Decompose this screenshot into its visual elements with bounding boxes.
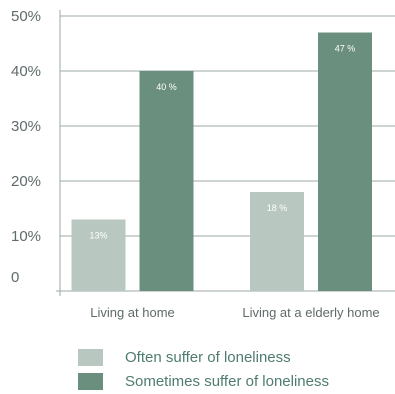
- x-category-label: Living at home: [90, 305, 175, 320]
- legend-swatch-sometimes: [78, 372, 103, 390]
- bar-chart: 0 10% 20% 30% 40% 50% 13% 18 % 40 % 47 % Living at…: [11, 8, 395, 320]
- legend-item-often: Often suffer of loneliness: [78, 346, 329, 368]
- y-tick-label: 30%: [11, 118, 41, 135]
- bar-often-1: [250, 192, 304, 291]
- legend-label-sometimes: Sometimes suffer of loneliness: [125, 372, 329, 390]
- y-tick-label: 10%: [11, 228, 41, 245]
- bar-sometimes-0: [139, 71, 194, 291]
- y-tick-label: 20%: [11, 173, 41, 190]
- data-label: 40 %: [156, 82, 177, 92]
- legend-label-often: Often suffer of loneliness: [125, 348, 291, 366]
- y-tick-label: 0: [11, 269, 19, 286]
- y-tick-label: 50%: [11, 8, 41, 25]
- legend-item-sometimes: Sometimes suffer of loneliness: [78, 370, 329, 392]
- data-label: 18 %: [267, 203, 288, 213]
- y-tick-label: 40%: [11, 63, 41, 80]
- x-category-label: Living at a elderly home: [242, 305, 379, 320]
- legend-swatch-often: [78, 348, 103, 366]
- data-label: 13%: [89, 231, 107, 241]
- legend: Often suffer of loneliness Sometimes suf…: [78, 346, 329, 394]
- bar-often-0: [71, 219, 126, 291]
- data-label: 47 %: [335, 44, 356, 54]
- bar-sometimes-1: [318, 32, 372, 291]
